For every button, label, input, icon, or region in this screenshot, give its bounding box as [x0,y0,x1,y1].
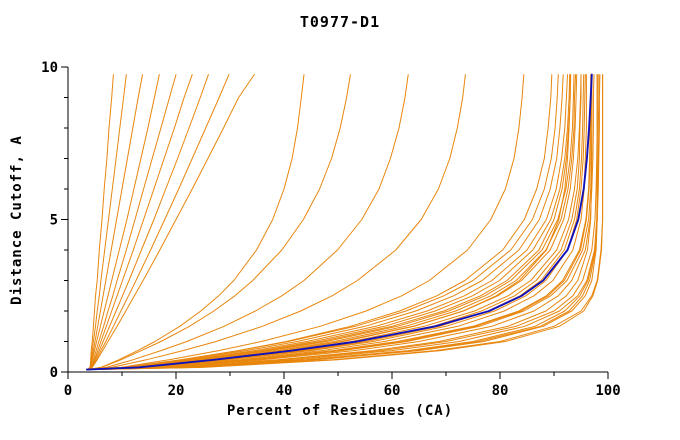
x-tick-label: 0 [64,383,72,399]
model-curve [86,74,572,371]
model-curve [86,74,604,371]
model-curve [86,74,585,371]
model-curve [86,74,604,371]
axes [67,67,608,373]
model-curve [86,74,592,371]
model-curve [86,74,193,371]
x-tick-label: 80 [492,383,509,399]
highlighted-model-curve [85,73,593,371]
model-curve [86,74,593,371]
model-curve [86,74,143,371]
model-curve [86,74,351,371]
x-tick-label: 100 [595,383,620,399]
model-curve [86,74,575,371]
model-curve [86,74,593,371]
y-tick-label: 0 [50,365,58,381]
model-curve [86,74,305,371]
model-curve [86,74,160,371]
model-curve [86,74,409,371]
model-curve [86,74,587,371]
model-curve [86,74,466,371]
model-curve [86,74,582,371]
model-curve [86,74,230,371]
model-curve [86,74,582,371]
y-tick-label: 5 [50,213,58,229]
model-curve [86,74,592,371]
model-curve [86,74,564,371]
x-tick-label: 20 [168,383,185,399]
model-curve [86,74,571,371]
model-curve [86,74,600,371]
x-axis-label: Percent of Residues (CA) [226,403,454,419]
model-curve [86,74,525,371]
model-curve [86,74,127,371]
x-tick-label: 60 [384,383,401,399]
x-tick-label: 40 [276,383,293,399]
model-curve [86,74,255,371]
model-curve [86,74,578,371]
model-curve [86,74,595,371]
model-curve [86,74,568,371]
y-tick-label: 10 [41,60,58,76]
model-curve [86,74,598,371]
model-curve [86,74,114,371]
model-curve [86,74,577,371]
model-curve [86,74,559,371]
chart-title: T0977-D1 [299,13,381,31]
y-axis-label: Distance Cutoff, A [9,135,25,305]
model-curve [86,74,177,371]
model-curve [86,74,571,371]
model-curve [86,74,209,371]
